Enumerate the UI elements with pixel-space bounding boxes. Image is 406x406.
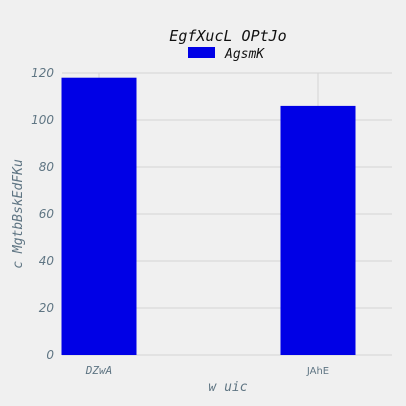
y-tick-label: 100 xyxy=(31,113,54,127)
y-tick-label: 20 xyxy=(39,301,55,315)
legend: AgsmK xyxy=(188,47,265,62)
y-tick-label: 40 xyxy=(39,254,55,268)
chart-title: EgfXucL OPtJo xyxy=(169,27,286,45)
y-axis-label: c MgtbBskEdFKu xyxy=(11,159,26,269)
y-tick-label: 60 xyxy=(39,207,55,221)
x-tick-label: JAhE xyxy=(306,366,329,377)
legend-swatch xyxy=(188,47,215,58)
y-tick-label: 80 xyxy=(39,160,55,174)
y-tick-labels: 0 20 40 60 80 100 120 xyxy=(31,66,54,362)
legend-label: AgsmK xyxy=(224,47,265,62)
bar-jahe xyxy=(280,105,356,356)
bars xyxy=(61,77,356,356)
bar-dzwa xyxy=(61,77,137,355)
x-tick-label: DZwA xyxy=(85,364,113,377)
x-tick-labels: DZwA JAhE xyxy=(85,364,329,377)
x-axis-label: w uic xyxy=(208,380,247,395)
y-tick-label: 0 xyxy=(46,348,54,362)
y-tick-label: 120 xyxy=(31,66,54,80)
